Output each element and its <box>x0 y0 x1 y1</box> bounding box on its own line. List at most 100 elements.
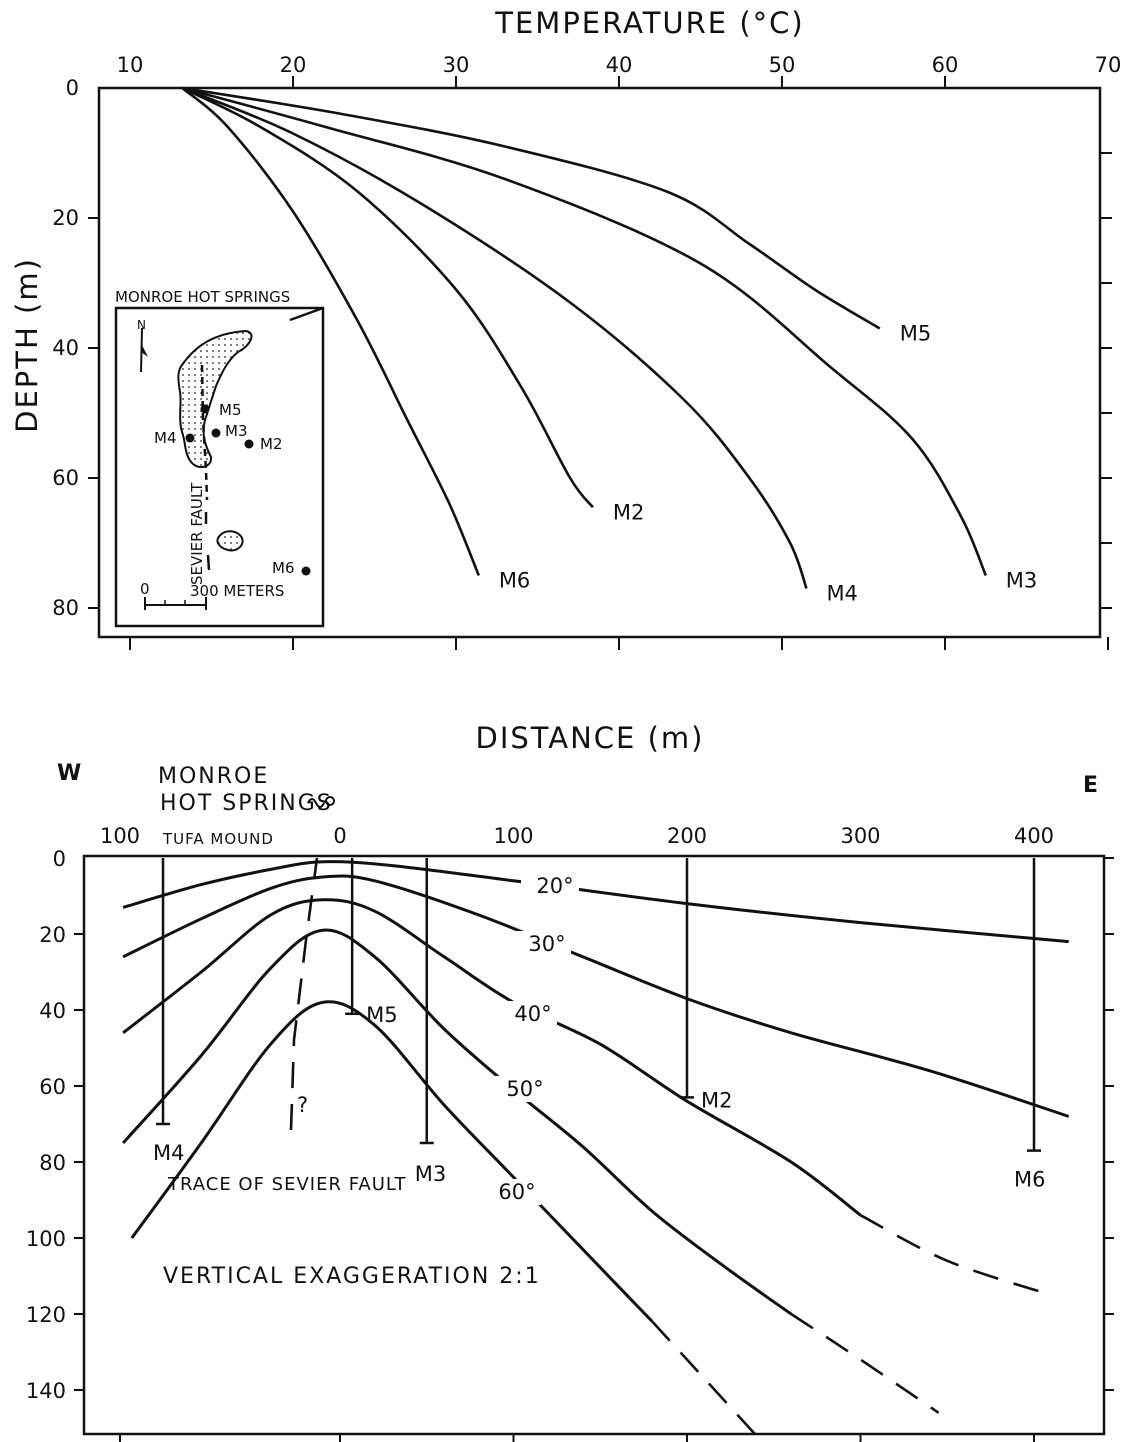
x-tick-label: 20 <box>280 53 307 77</box>
isotherm-label: 50° <box>506 1077 543 1101</box>
isotherm-label-bg <box>521 873 579 899</box>
isotherm-label: 20° <box>536 874 573 898</box>
x-tick-label: 50 <box>769 53 796 77</box>
west-label: W <box>57 761 81 786</box>
y-tick-label: 80 <box>52 596 79 620</box>
profile-label-m3: M3 <box>1006 569 1037 593</box>
x-tick-label: 40 <box>606 53 633 77</box>
inset-well-m2 <box>244 439 254 449</box>
depth-ticks: 0 20 40 60 80 <box>52 76 1112 620</box>
isotherms: 20° 30° 40° 50° 60° <box>121 860 1070 1437</box>
isotherm-label: 40° <box>514 1002 551 1026</box>
scale-end-label: 300 METERS <box>190 582 284 600</box>
isotherm-50 <box>121 928 792 1316</box>
bottom-plot-frame <box>82 854 1106 1436</box>
inset-label-m4: M4 <box>154 429 177 447</box>
y-tick-label: 120 <box>26 1303 66 1327</box>
x-tick-label: 100 <box>100 824 140 848</box>
scale-start-label: 0 <box>140 580 150 598</box>
small-tufa-deposit <box>216 530 244 552</box>
inset-fault-segment <box>206 554 211 571</box>
isotherm-label-bg <box>513 931 571 957</box>
y-tick-label: 140 <box>26 1379 66 1403</box>
y-tick-label: 0 <box>53 847 66 871</box>
inset-well-markers: M5 M3 M4 M2 M6 <box>154 401 311 577</box>
temperature-depth-chart: TEMPERATURE (°C) DEPTH (m) 10 20 30 40 50 60 7… <box>10 6 1121 650</box>
profile-m3 <box>181 86 987 577</box>
top-plot-frame <box>97 86 1102 639</box>
wells: M4 M5 M3 M2 M6 <box>153 858 1045 1192</box>
depth-axis-title: DEPTH (m) <box>10 257 44 433</box>
well-label-m5: M5 <box>366 1003 397 1027</box>
north-arrow-icon: N <box>137 318 148 373</box>
x-tick-label: 200 <box>667 824 707 848</box>
fault-trace-label: TRACE OF SEVIER FAULT <box>167 1174 406 1195</box>
profile-m2 <box>181 86 594 509</box>
x-tick-label: 10 <box>117 53 144 77</box>
y-tick-label: 100 <box>26 1227 66 1251</box>
x-tick-label: 60 <box>932 53 959 77</box>
well-label-m2: M2 <box>701 1088 732 1112</box>
isotherm-label-bg <box>499 1001 557 1027</box>
inset-well-m3 <box>211 428 221 438</box>
isotherm-label: 30° <box>528 932 565 956</box>
inset-leader-line <box>289 306 324 322</box>
east-label: E <box>1083 773 1098 798</box>
inset-title: MONROE HOT SPRINGS <box>115 288 290 306</box>
profile-label-m4: M4 <box>826 582 857 606</box>
x-tick-label: 0 <box>333 824 346 848</box>
y-tick-label: 20 <box>39 923 66 947</box>
isotherm-30 <box>122 874 1070 1118</box>
inset-label-m3: M3 <box>225 422 248 440</box>
isotherm-50-inferred <box>790 1312 940 1414</box>
inset-map: MONROE HOT SPRINGS N SEVIER FAULT M5 <box>114 288 325 628</box>
isotherm-label: 60° <box>498 1180 535 1204</box>
springs-label-line2: HOT SPRINGS <box>160 791 333 816</box>
temperature-ticks: 10 20 30 40 50 60 70 <box>117 53 1122 650</box>
inset-well-m5 <box>200 404 210 414</box>
distance-ticks: 100 0 100 200 300 400 <box>100 824 1054 1442</box>
profile-m4 <box>181 86 808 589</box>
temperature-profiles: M5 M3 M4 M2 M6 <box>181 86 1037 606</box>
y-tick-label: 60 <box>39 1075 66 1099</box>
profile-m6 <box>181 87 481 576</box>
well-label-m3: M3 <box>415 1162 446 1186</box>
inset-label-m5: M5 <box>219 401 242 419</box>
inset-well-m4 <box>185 433 195 443</box>
y-tick-label: 40 <box>52 336 79 360</box>
x-tick-label: 70 <box>1095 53 1122 77</box>
distance-axis-title: DISTANCE (m) <box>476 721 705 755</box>
x-tick-label: 300 <box>840 824 880 848</box>
spring-icon <box>307 798 325 808</box>
y-tick-label: 80 <box>39 1151 66 1175</box>
isotherm-label-bg <box>491 1076 549 1102</box>
fault-query-label: ? <box>297 1093 308 1117</box>
isotherm-20 <box>122 860 1069 944</box>
springs-label-line1: MONROE <box>158 764 269 789</box>
profile-label-m2: M2 <box>613 500 644 524</box>
y-tick-label: 20 <box>52 206 79 230</box>
isotherm-cross-section: DISTANCE (m) W E MONROE HOT SPRINGS TUFA… <box>26 721 1114 1442</box>
isotherm-40-inferred <box>859 1214 1052 1297</box>
x-tick-label: 100 <box>493 824 533 848</box>
isotherm-60 <box>130 1000 654 1323</box>
scale-bar: 0 300 METERS <box>140 580 284 610</box>
y-tick-label: 60 <box>52 466 79 490</box>
profile-label-m5: M5 <box>900 322 931 346</box>
isotherm-label-bg <box>483 1179 541 1205</box>
inset-well-m6 <box>301 566 311 576</box>
north-label: N <box>137 318 146 332</box>
section-depth-ticks: 0 20 40 60 80 100 120 140 <box>26 847 1114 1403</box>
inset-fault-line <box>200 364 209 501</box>
exaggeration-label: VERTICAL EXAGGERATION 2:1 <box>163 1264 541 1289</box>
isotherm-60-inferred <box>651 1320 758 1437</box>
inset-label-m6: M6 <box>272 559 295 577</box>
sevier-fault-trace <box>289 857 319 1131</box>
x-tick-label: 30 <box>443 53 470 77</box>
spring-vent-icon <box>325 796 335 806</box>
profile-label-m6: M6 <box>499 569 530 593</box>
inset-label-m2: M2 <box>260 435 283 453</box>
isotherm-40 <box>122 898 862 1217</box>
temperature-axis-title: TEMPERATURE (°C) <box>494 6 804 40</box>
